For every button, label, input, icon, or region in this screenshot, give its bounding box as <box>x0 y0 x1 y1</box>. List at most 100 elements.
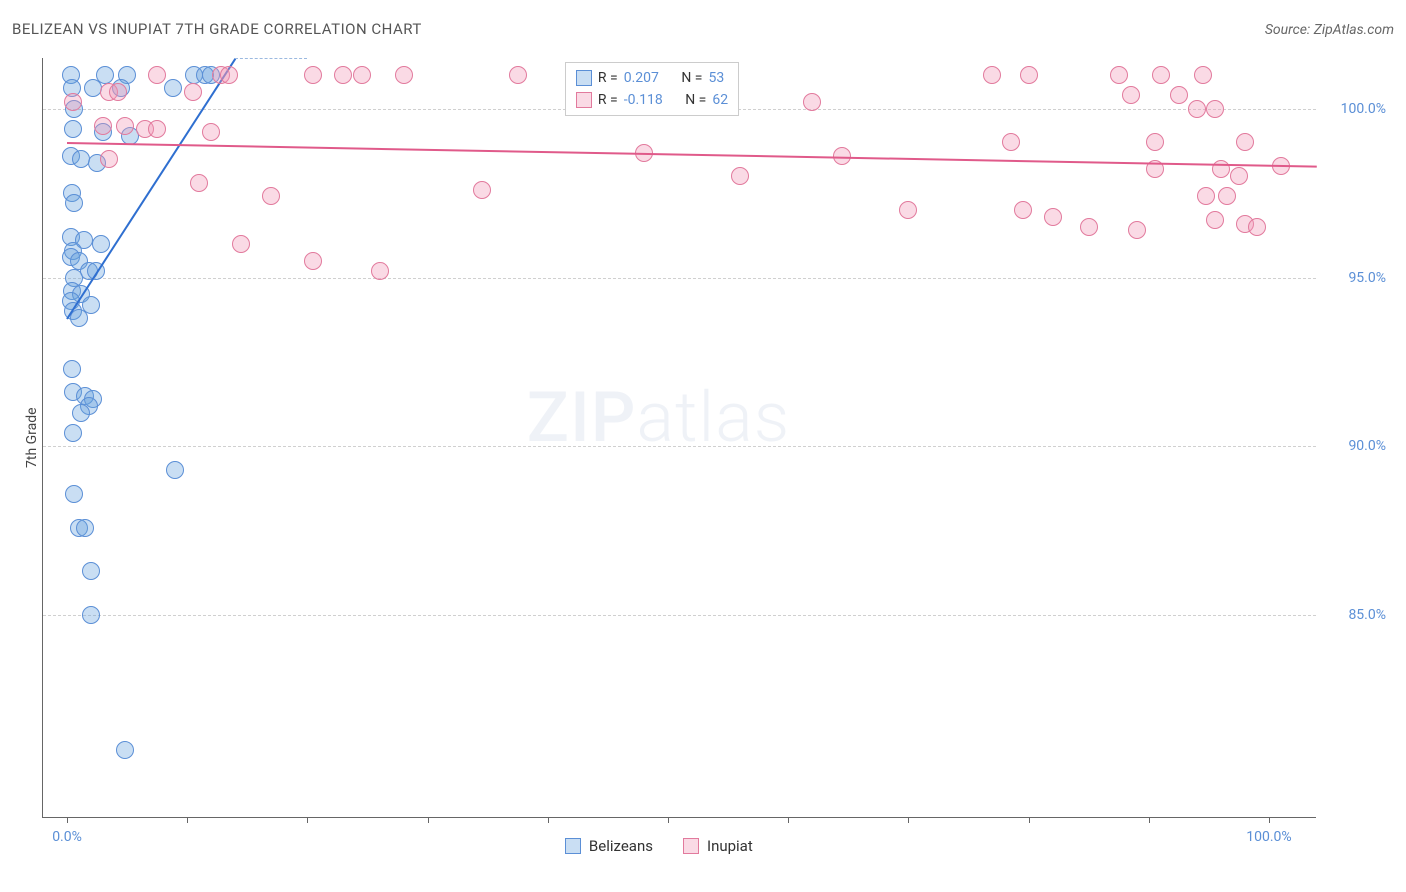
scatter-point <box>1122 86 1140 104</box>
gridline-horizontal <box>43 446 1316 447</box>
scatter-point <box>371 262 389 280</box>
scatter-point <box>353 66 371 84</box>
scatter-point <box>262 187 280 205</box>
scatter-point <box>1248 218 1266 236</box>
trend-line <box>66 58 236 319</box>
legend-row: R = -0.118 N = 62 <box>576 89 728 111</box>
scatter-point <box>1080 218 1098 236</box>
legend-row: R = 0.207 N = 53 <box>576 67 728 89</box>
scatter-point <box>1152 66 1170 84</box>
scatter-point <box>1002 133 1020 151</box>
legend-swatch <box>565 838 581 854</box>
scatter-point <box>92 235 110 253</box>
legend-n-label: N = <box>685 89 706 111</box>
scatter-point <box>63 360 81 378</box>
scatter-point <box>1014 201 1032 219</box>
scatter-point <box>304 66 322 84</box>
scatter-point <box>1197 187 1215 205</box>
correlation-stats-legend: R =0.207 N =53R =-0.118 N =62 <box>565 62 739 116</box>
scatter-point <box>899 201 917 219</box>
series-legend: Belizeans Inupiat <box>565 837 753 855</box>
legend-r-value: 0.207 <box>624 67 659 89</box>
scatter-plot-area: ZIPatlas 85.0%90.0%95.0%100.0%0.0%100.0%… <box>42 58 1316 818</box>
scatter-point <box>1230 167 1248 185</box>
x-tick <box>1269 817 1270 823</box>
source-attribution: Source: ZipAtlas.com <box>1265 22 1394 38</box>
y-tick-label: 95.0% <box>1326 270 1386 286</box>
scatter-point <box>1020 66 1038 84</box>
legend-item: Inupiat <box>683 837 753 855</box>
x-tick <box>428 817 429 823</box>
trend-line <box>67 142 1317 168</box>
legend-swatch <box>683 838 699 854</box>
scatter-point <box>1188 100 1206 118</box>
x-tick <box>548 817 549 823</box>
legend-series-name: Belizeans <box>589 837 653 855</box>
scatter-point <box>1236 133 1254 151</box>
x-tick <box>307 817 308 823</box>
scatter-point <box>64 120 82 138</box>
scatter-point <box>304 252 322 270</box>
scatter-point <box>1206 211 1224 229</box>
scatter-point <box>232 235 250 253</box>
scatter-point <box>1206 100 1224 118</box>
y-axis-title: 7th Grade <box>24 407 40 468</box>
y-tick-label: 90.0% <box>1326 438 1386 454</box>
legend-series-name: Inupiat <box>707 837 753 855</box>
scatter-point <box>148 66 166 84</box>
scatter-point <box>395 66 413 84</box>
scatter-point <box>334 66 352 84</box>
y-tick-label: 100.0% <box>1326 101 1386 117</box>
scatter-point <box>72 404 90 422</box>
scatter-point <box>1194 66 1212 84</box>
x-tick-label: 100.0% <box>1246 829 1291 845</box>
scatter-point <box>731 167 749 185</box>
legend-r-value: -0.118 <box>624 89 663 111</box>
scatter-point <box>1218 187 1236 205</box>
scatter-point <box>64 93 82 111</box>
scatter-point <box>109 83 127 101</box>
scatter-point <box>100 150 118 168</box>
scatter-point <box>166 461 184 479</box>
scatter-point <box>473 181 491 199</box>
legend-swatch <box>576 70 592 86</box>
y-tick-label: 85.0% <box>1326 607 1386 623</box>
scatter-point <box>1044 208 1062 226</box>
scatter-point <box>82 562 100 580</box>
x-tick <box>1149 817 1150 823</box>
x-tick <box>788 817 789 823</box>
x-tick <box>67 817 68 823</box>
scatter-point <box>94 117 112 135</box>
scatter-point <box>148 120 166 138</box>
legend-swatch <box>576 92 592 108</box>
x-tick <box>1029 817 1030 823</box>
scatter-point <box>983 66 1001 84</box>
x-tick-label: 0.0% <box>52 829 82 845</box>
scatter-point <box>65 485 83 503</box>
scatter-point <box>116 741 134 759</box>
scatter-point <box>76 519 94 537</box>
scatter-point <box>220 66 238 84</box>
scatter-point <box>1110 66 1128 84</box>
legend-n-label: N = <box>681 67 702 89</box>
scatter-point <box>1170 86 1188 104</box>
x-tick <box>908 817 909 823</box>
gridline-horizontal <box>43 278 1316 279</box>
scatter-point <box>82 606 100 624</box>
gridline-horizontal <box>43 615 1316 616</box>
scatter-point <box>65 194 83 212</box>
trend-line-extrapolated <box>235 58 307 59</box>
chart-title: BELIZEAN VS INUPIAT 7TH GRADE CORRELATIO… <box>12 20 422 38</box>
scatter-point <box>64 424 82 442</box>
scatter-point <box>190 174 208 192</box>
scatter-point <box>1146 133 1164 151</box>
scatter-point <box>164 79 182 97</box>
scatter-point <box>1128 221 1146 239</box>
scatter-point <box>184 83 202 101</box>
legend-item: Belizeans <box>565 837 653 855</box>
scatter-point <box>202 123 220 141</box>
legend-n-value: 62 <box>712 89 728 111</box>
legend-n-value: 53 <box>708 67 724 89</box>
legend-r-label: R = <box>598 67 618 89</box>
legend-r-label: R = <box>598 89 618 111</box>
